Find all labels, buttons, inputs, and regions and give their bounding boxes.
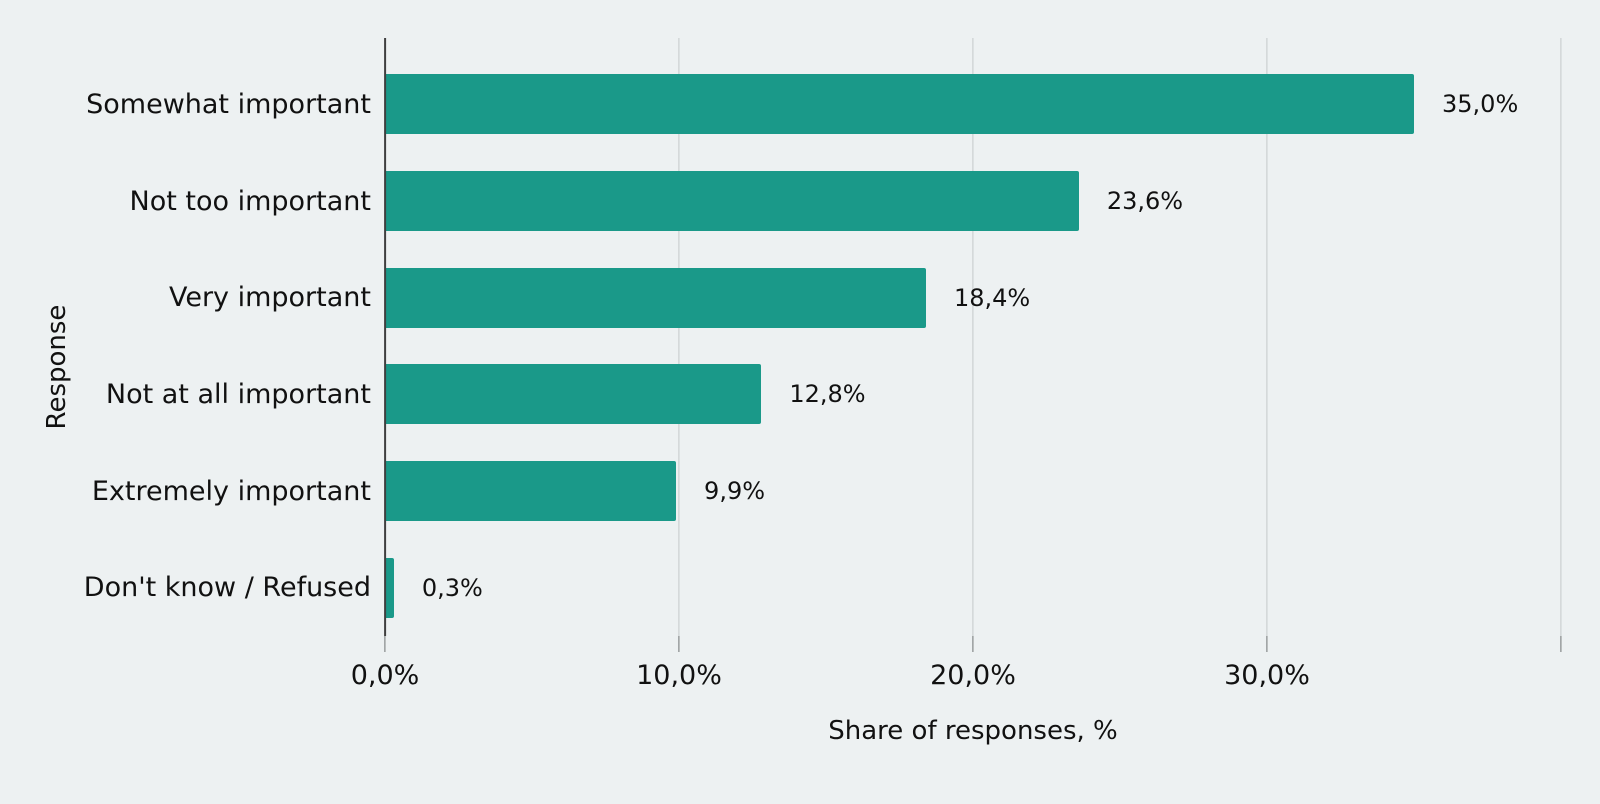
bar-row: Somewhat important 35,0%: [86, 56, 1561, 153]
x-tick-label: 0,0%: [350, 660, 420, 691]
value-label: 23,6%: [1106, 187, 1184, 215]
bar-row: Very important 18,4%: [169, 249, 1561, 346]
x-axis-title: Share of responses, %: [828, 716, 1118, 746]
gridline: [678, 38, 680, 636]
value-label: 18,4%: [953, 283, 1031, 312]
bar-row: Not at all important 12,8%: [106, 346, 1561, 443]
x-tick-label: 20,0%: [930, 660, 1016, 691]
category-label: Don't know / Refused: [83, 572, 371, 604]
bar: [385, 364, 762, 425]
value-label: 9,9%: [704, 477, 766, 506]
y-axis-line: [384, 38, 386, 636]
bar: [385, 557, 394, 618]
bar: [385, 171, 1079, 231]
x-tick-label: 30,0%: [1224, 660, 1310, 691]
category-label: Very important: [168, 282, 371, 314]
category-label: Not too important: [129, 185, 371, 217]
value-label: 12,8%: [789, 380, 866, 409]
x-tick-mark: [678, 636, 680, 652]
bar: [385, 461, 677, 522]
x-tick-mark: [1560, 636, 1562, 652]
bar: [385, 267, 926, 328]
gridline: [972, 38, 974, 636]
x-tick-mark: [1266, 636, 1268, 652]
bar-row: Don't know / Refused 0,3%: [84, 539, 1561, 636]
x-tick-mark: [972, 636, 974, 652]
category-label: Not at all important: [105, 378, 371, 410]
bar-row: Extremely important 9,9%: [92, 443, 1561, 540]
bar-row: Not too important 23,6%: [130, 153, 1561, 250]
value-label: 35,0%: [1442, 90, 1519, 119]
bar: [385, 74, 1414, 135]
plot-area: Somewhat important 35,0% Not too important…: [84, 38, 1562, 652]
bars: Somewhat important 35,0% Not too important…: [84, 56, 1561, 636]
gridline: [1266, 38, 1268, 636]
category-label: Somewhat important: [86, 88, 371, 120]
category-label: Extremely important: [91, 475, 371, 507]
x-tick-label: 10,0%: [636, 660, 722, 691]
gridline: [1560, 38, 1562, 636]
x-axis: 0,0% 10,0% 20,0% 30,0%: [351, 636, 1561, 696]
y-axis-title: Response: [42, 304, 72, 430]
value-label: 0,3%: [421, 573, 483, 602]
x-tick-mark: [384, 636, 386, 652]
